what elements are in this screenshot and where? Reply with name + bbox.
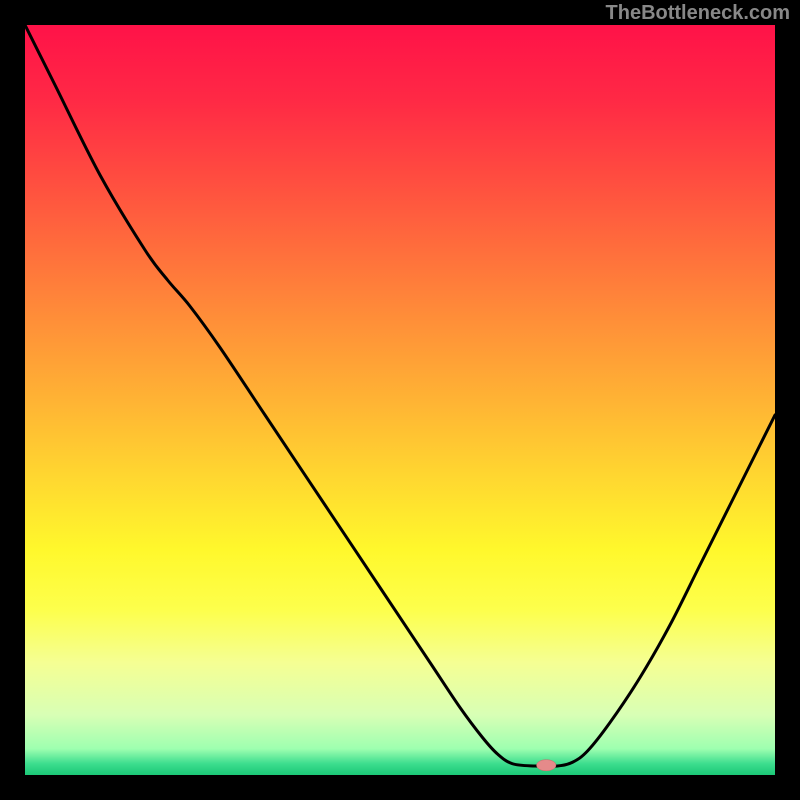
chart-frame: TheBottleneck.com (0, 0, 800, 800)
attribution-text: TheBottleneck.com (606, 2, 790, 25)
gradient-background (25, 25, 775, 775)
plot-area (25, 25, 775, 775)
optimum-marker (537, 760, 557, 771)
chart-svg (25, 25, 775, 775)
